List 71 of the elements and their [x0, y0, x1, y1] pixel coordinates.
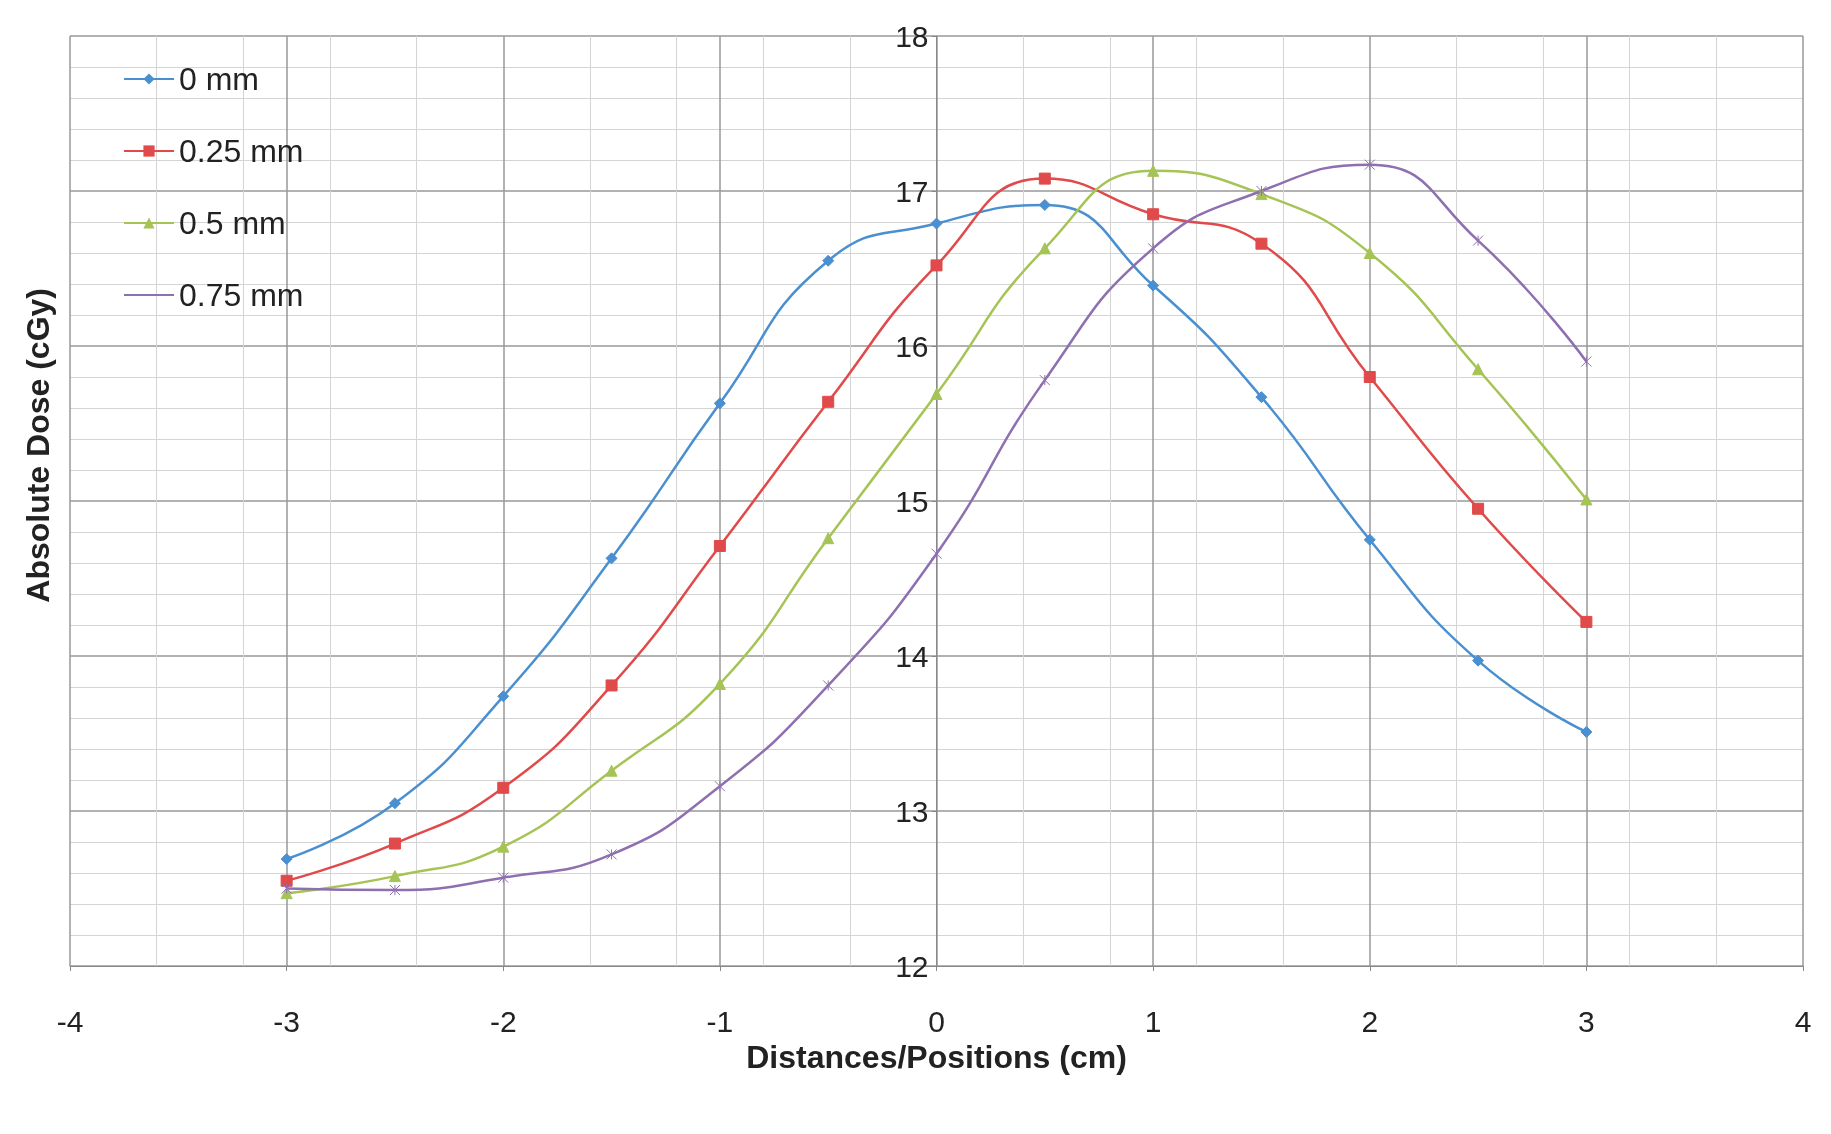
x-tick-label: -4: [56, 1004, 84, 1038]
legend-label: 0.25 mm: [179, 133, 304, 169]
y-tick-label: 17: [895, 174, 929, 208]
point: [930, 388, 943, 401]
x-tick-label: 1: [1144, 1004, 1162, 1038]
point: [822, 532, 835, 545]
point: [1580, 356, 1592, 367]
point: [280, 853, 293, 866]
x-axis-title: Distances/Positions (cm): [746, 1038, 1127, 1075]
point: [713, 539, 726, 552]
point: [822, 679, 834, 691]
point: [1580, 615, 1593, 628]
y-tick-label: 14: [895, 639, 929, 673]
point: [1255, 237, 1268, 250]
x-tick-label: 0: [928, 1004, 945, 1038]
point: [1363, 371, 1376, 383]
point: [1039, 374, 1051, 386]
point: [388, 797, 401, 810]
point: [605, 764, 618, 777]
point: [1472, 502, 1485, 515]
point: [497, 872, 509, 884]
point: [605, 552, 618, 565]
point: [388, 837, 401, 850]
point: [822, 395, 835, 408]
point: [1472, 654, 1485, 667]
point: [497, 781, 510, 794]
point: [497, 690, 510, 703]
point: [1038, 242, 1051, 255]
x-tick-label: -3: [273, 1004, 300, 1038]
point: [606, 848, 618, 860]
y-tick-label: 18: [895, 19, 929, 53]
point: [1363, 533, 1376, 546]
x-tick-label: -1: [706, 1004, 734, 1038]
point: [931, 548, 942, 560]
point: [280, 874, 293, 887]
point: [1364, 159, 1376, 171]
point: [1147, 279, 1160, 292]
legend-label: 0.75 mm: [179, 277, 304, 313]
point: [281, 883, 293, 894]
x-tick-label: 2: [1361, 1004, 1379, 1038]
x-tick-label: -2: [489, 1004, 517, 1038]
point: [1472, 235, 1484, 247]
x-tick-label: 4: [1794, 1004, 1812, 1038]
point: [930, 259, 943, 272]
point: [497, 840, 510, 853]
point: [714, 780, 726, 792]
point: [389, 884, 401, 896]
point: [1147, 242, 1159, 254]
point: [1038, 172, 1051, 185]
point: [388, 870, 401, 883]
point: [1472, 363, 1485, 376]
legend-label: 0.5 mm: [179, 205, 286, 241]
point: [822, 254, 835, 267]
y-axis-title: Absolute Dose (cGy): [20, 288, 56, 603]
y-tick-label: 16: [895, 329, 929, 363]
point: [1147, 208, 1160, 221]
legend-label: 0 mm: [179, 61, 259, 97]
point: [930, 217, 943, 230]
point: [713, 677, 726, 690]
y-tick-label: 15: [895, 484, 929, 518]
point: [1147, 164, 1160, 177]
point: [1580, 725, 1593, 738]
point: [713, 397, 726, 410]
point: [1255, 391, 1268, 404]
x-tick-label: 3: [1578, 1004, 1595, 1038]
y-tick-label: 12: [895, 949, 929, 983]
y-tick-label: 13: [895, 794, 929, 828]
point: [605, 679, 618, 692]
point: [1363, 247, 1376, 259]
point: [1580, 493, 1593, 506]
point: [1255, 185, 1267, 197]
